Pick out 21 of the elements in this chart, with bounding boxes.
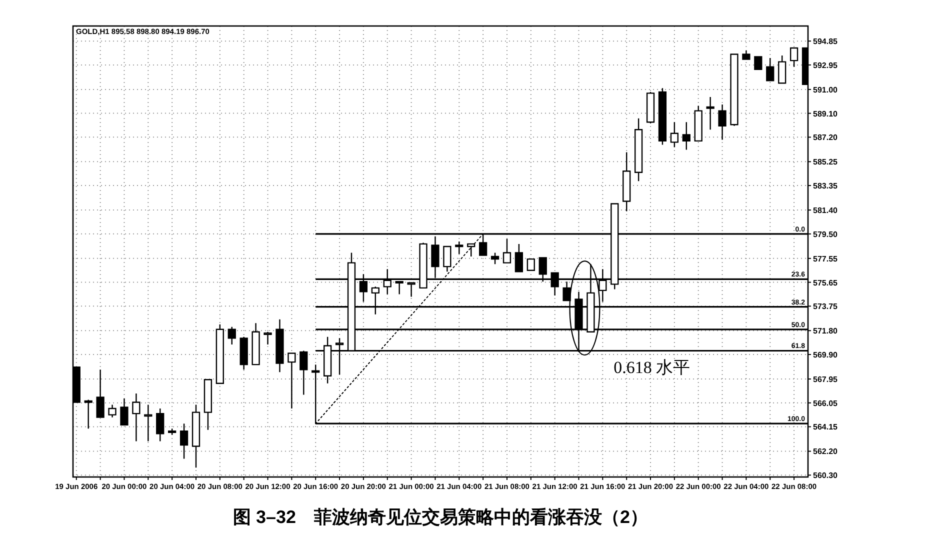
ytick-label: 587.20 <box>813 133 838 142</box>
ytick-label: 591.00 <box>813 85 838 94</box>
ytick-label: 560.30 <box>813 471 838 480</box>
ytick-label: 592.95 <box>813 60 838 70</box>
ytick-label: 579.50 <box>813 230 838 239</box>
ytick-label: 566.05 <box>813 398 838 408</box>
ytick-label: 581.40 <box>813 206 838 216</box>
annotation: 0.618 水平 <box>614 358 690 377</box>
ytick-label: 564.15 <box>813 422 838 432</box>
ytick-label: 567.95 <box>813 375 838 384</box>
ytick-label: 571.80 <box>813 326 838 336</box>
ytick-label: 573.75 <box>813 302 838 312</box>
ytick-label: 589.10 <box>813 109 838 118</box>
ytick-label: 583.35 <box>813 182 838 191</box>
title: 图 3–32 菲波纳奇见位交易策略中的看涨吞没（2） <box>232 507 648 527</box>
ytick-label: 569.90 <box>813 350 838 360</box>
ytick-label: 562.20 <box>813 447 838 456</box>
ytick-label: 577.55 <box>813 254 838 264</box>
ytick-label: 594.85 <box>813 37 838 46</box>
ytick-label: 575.65 <box>813 278 838 288</box>
ytick-label: 585.25 <box>813 158 838 167</box>
